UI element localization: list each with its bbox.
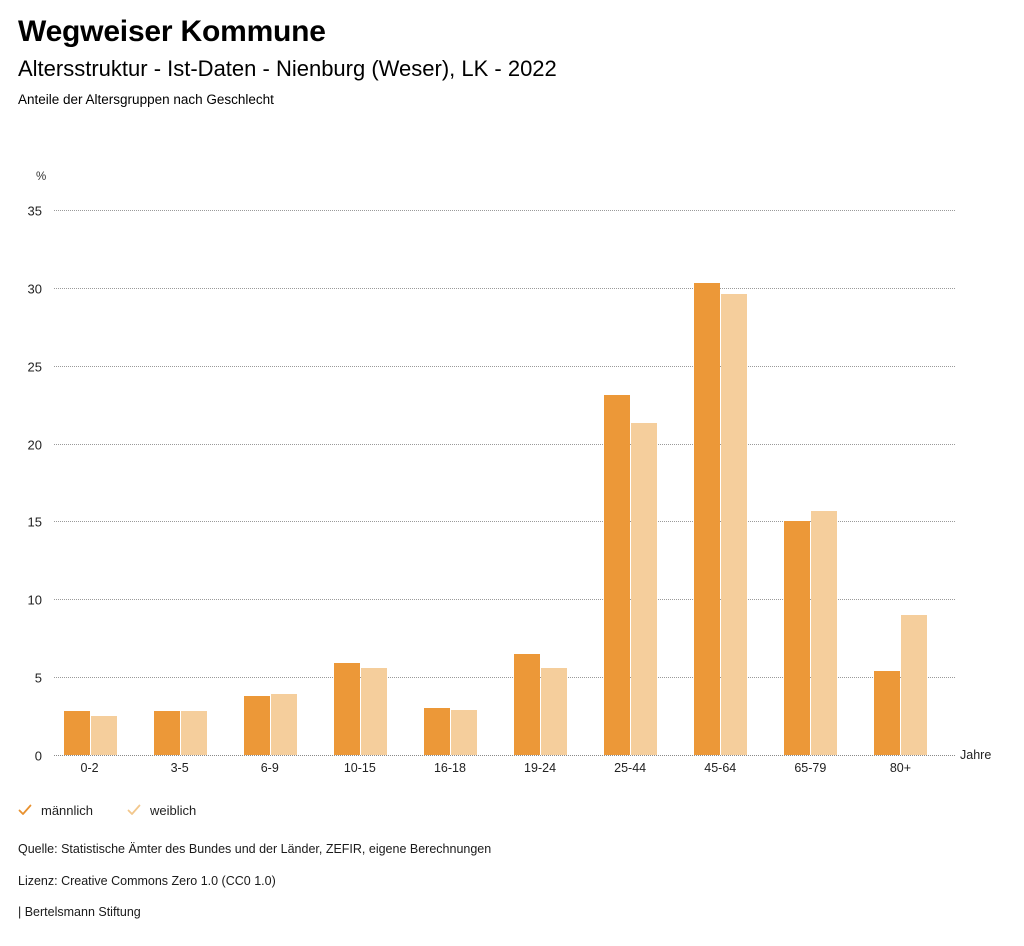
bar-group: 80+	[874, 210, 928, 775]
x-axis-tick-label: 10-15	[343, 761, 376, 775]
x-axis-tick-label: 19-24	[524, 761, 557, 775]
x-axis-label: Jahre	[960, 748, 992, 762]
check-icon	[127, 803, 141, 817]
bar-maennlich[interactable]	[874, 670, 901, 755]
bar-group: 6-9	[243, 210, 297, 775]
y-axis-tick-label: 35	[27, 203, 42, 219]
footer-license: Lizenz: Creative Commons Zero 1.0 (CC0 1…	[18, 873, 276, 888]
y-axis-tick-label: 5	[34, 670, 42, 686]
bar-weiblich[interactable]	[721, 294, 748, 755]
bar-weiblich[interactable]	[180, 711, 207, 755]
bar-maennlich[interactable]	[153, 711, 180, 755]
plot-area: 0 5 10 15 20 25 30 35 0-2 3-5 6-9 10-15 16-18 19-24 2…	[28, 204, 955, 775]
legend-item[interactable]: weiblich	[127, 803, 196, 817]
x-axis-tick-label: 25-44	[614, 761, 647, 775]
legend-item[interactable]: männlich	[18, 803, 93, 817]
bar-group: 65-79	[784, 210, 838, 775]
gridline: 10	[28, 593, 955, 608]
bar-maennlich[interactable]	[423, 708, 450, 755]
chart-footer: Quelle: Statistische Ämter des Bundes un…	[18, 843, 491, 919]
page-title: Wegweiser Kommune	[18, 15, 326, 48]
y-axis-tick-label: 0	[34, 748, 42, 764]
chart-description: Anteile der Altersgruppen nach Geschlech…	[18, 92, 274, 108]
chart-legend: männlich weiblich	[18, 803, 196, 817]
y-axis-tick-label: 25	[27, 359, 42, 375]
gridline: 30	[28, 281, 955, 296]
bar-maennlich[interactable]	[514, 653, 541, 755]
y-axis-tick-label: 10	[27, 592, 42, 608]
gridline: 15	[28, 515, 955, 530]
bar-group: 19-24	[514, 210, 568, 775]
gridline: 0	[35, 749, 955, 764]
gridline: 35	[28, 204, 955, 219]
bar-group: 3-5	[153, 210, 207, 775]
gridline: 5	[35, 671, 955, 686]
bar-maennlich[interactable]	[604, 395, 631, 755]
x-axis-tick-label: 3-5	[170, 761, 189, 775]
gridline: 25	[28, 359, 955, 374]
bar-group: 25-44	[604, 210, 658, 775]
bar-weiblich[interactable]	[631, 423, 658, 755]
chart-subtitle: Altersstruktur - Ist-Daten - Nienburg (W…	[18, 56, 557, 81]
bar-weiblich[interactable]	[90, 716, 117, 755]
bar-weiblich[interactable]	[360, 667, 387, 755]
x-axis-tick-label: 6-9	[260, 761, 279, 775]
x-axis-tick-label: 80+	[889, 761, 912, 775]
bar-weiblich[interactable]	[541, 667, 568, 755]
x-axis-tick-label: 45-64	[704, 761, 737, 775]
chart-header: Wegweiser Kommune Altersstruktur - Ist-D…	[18, 14, 998, 109]
check-icon	[18, 803, 32, 817]
bar-weiblich[interactable]	[811, 510, 838, 755]
bar-maennlich[interactable]	[63, 711, 90, 755]
bars-layer: 0-2 3-5 6-9 10-15 16-18 19-24 25-44 45-64 65-79 8…	[54, 210, 955, 775]
bar-maennlich[interactable]	[694, 283, 721, 755]
y-axis-unit-label: %	[36, 171, 47, 183]
footer-source: Quelle: Statistische Ämter des Bundes un…	[18, 842, 492, 856]
legend-item-label: weiblich	[150, 802, 197, 818]
y-axis-tick-label: 30	[27, 281, 42, 297]
bar-weiblich[interactable]	[270, 694, 297, 755]
footer-publisher: | Bertelsmann Stiftung	[18, 905, 141, 919]
bar-group: 16-18	[423, 210, 477, 775]
bar-group: 45-64	[694, 210, 748, 775]
bar-maennlich[interactable]	[243, 695, 270, 755]
legend-item-label: männlich	[41, 802, 94, 818]
bar-maennlich[interactable]	[784, 521, 811, 755]
x-axis-tick-label: 16-18	[433, 761, 466, 775]
gridline: 20	[28, 437, 955, 452]
bar-group: 0-2	[63, 210, 117, 775]
bar-weiblich[interactable]	[450, 709, 477, 755]
bar-group: 10-15	[333, 210, 387, 775]
bar-weiblich[interactable]	[901, 614, 928, 755]
x-axis-tick-label: 0-2	[80, 761, 99, 775]
y-axis-tick-label: 15	[27, 514, 42, 530]
y-axis-tick-label: 20	[27, 437, 42, 453]
bar-maennlich[interactable]	[333, 663, 360, 755]
x-axis-tick-label: 65-79	[794, 761, 827, 775]
